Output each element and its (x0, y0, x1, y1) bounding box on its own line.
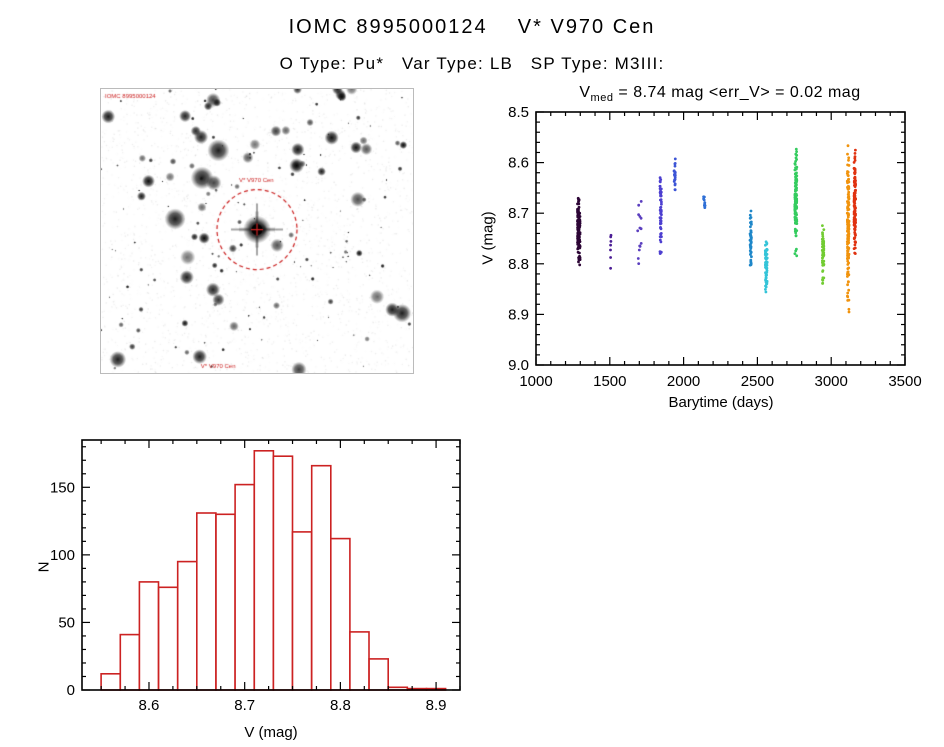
svg-text:150: 150 (50, 479, 75, 496)
histogram-plot: 8.6 8.7 8.8 8.9 0 50 100 150 (50, 439, 461, 714)
histogram-frame (81, 439, 461, 691)
histogram-y-axis-label: N (35, 561, 53, 573)
svg-text:1500: 1500 (593, 373, 626, 390)
histogram-x-axis-label: V (mag) (244, 724, 298, 741)
lightcurve-frame (535, 111, 906, 366)
lightcurve-points (576, 144, 857, 314)
lightcurve-tick-labels: 1000 1500 2000 2500 3000 3500 8.5 8.6 8.7 8.8 8.9 9… (508, 104, 922, 390)
svg-text:1000: 1000 (519, 373, 552, 390)
svg-text:9.0: 9.0 (508, 357, 529, 374)
svg-text:8.7: 8.7 (508, 205, 529, 222)
svg-text:50: 50 (58, 614, 75, 631)
lightcurve-y-axis-label: V (mag) (479, 211, 497, 265)
svg-text:8.5: 8.5 (508, 104, 529, 121)
lightcurve-title: Vmed = 8.74 mag <err_V> = 0.02 mag (500, 84, 940, 104)
lightcurve-title-rest: = 8.74 mag <err_V> = 0.02 mag (613, 84, 861, 101)
svg-text:8.9: 8.9 (426, 697, 447, 714)
svg-text:8.6: 8.6 (139, 697, 160, 714)
svg-text:3500: 3500 (888, 373, 921, 390)
svg-text:8.7: 8.7 (234, 697, 255, 714)
lightcurve-ticks (535, 111, 906, 366)
svg-text:2000: 2000 (667, 373, 700, 390)
lightcurve-title-base: V (579, 84, 591, 101)
page-subtitle: O Type: Pu* Var Type: LB SP Type: M3III: (279, 54, 665, 73)
histogram-ticks (82, 440, 461, 691)
lightcurve-plot: 1000 1500 2000 2500 3000 3500 8.5 8.6 8.7 8.8 8.9 9… (508, 104, 922, 390)
svg-text:8.9: 8.9 (508, 306, 529, 323)
svg-text:3000: 3000 (815, 373, 848, 390)
lightcurve-title-sub: med (590, 92, 614, 105)
svg-text:0: 0 (67, 682, 75, 699)
histogram-tick-labels: 8.6 8.7 8.8 8.9 0 50 100 150 (50, 479, 447, 714)
svg-text:8.8: 8.8 (330, 697, 351, 714)
page-title: IOMC 8995000124 V* V970 Cen (288, 16, 656, 38)
lightcurve-x-axis-label: Barytime (days) (668, 394, 774, 411)
histogram-bars (100, 449, 447, 691)
svg-text:8.6: 8.6 (508, 155, 529, 172)
svg-text:8.8: 8.8 (508, 256, 529, 273)
svg-text:2500: 2500 (741, 373, 774, 390)
finder-chart-image (100, 88, 414, 374)
svg-text:100: 100 (50, 547, 75, 564)
